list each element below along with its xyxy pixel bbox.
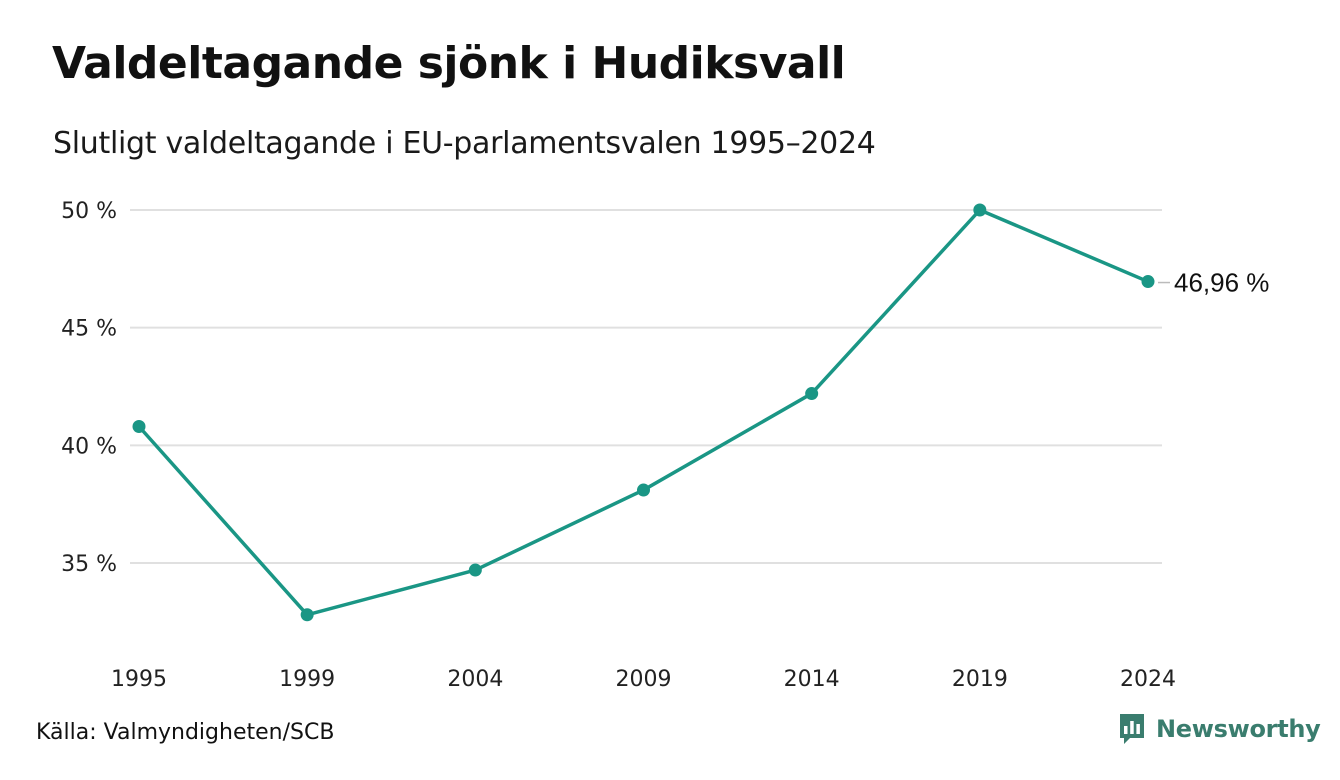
brand-logo: Newsworthy [1118,712,1321,746]
data-point [637,483,650,497]
x-tick-label: 2019 [952,667,1008,692]
y-tick-label: 50 % [61,199,117,224]
data-point [1141,275,1155,289]
y-tick-label: 40 % [61,434,117,459]
data-point [468,563,482,577]
data-point [973,203,987,217]
data-point [132,420,146,434]
y-tick-label: 45 % [61,317,117,342]
data-point [805,387,819,401]
source-note: Källa: Valmyndigheten/SCB [36,720,335,745]
x-tick-label: 2004 [447,667,503,692]
brand-name: Newsworthy [1156,715,1321,743]
y-tick-label: 35 % [61,552,117,577]
data-point [300,608,314,622]
chart-subtitle: Slutligt valdeltagande i EU-parlamentsva… [53,126,876,161]
x-tick-label: 1995 [111,667,167,692]
chart-title: Valdeltagande sjönk i Hudiksvall [52,38,846,89]
x-tick-label: 2014 [784,667,840,692]
x-tick-label: 1999 [279,667,335,692]
series-line [137,208,1150,617]
x-tick-label: 2024 [1120,667,1176,692]
x-tick-label: 2009 [616,667,672,692]
bar-chart-speech-bubble-icon [1120,714,1144,744]
end-value-label: 46,96 % [1174,268,1269,298]
